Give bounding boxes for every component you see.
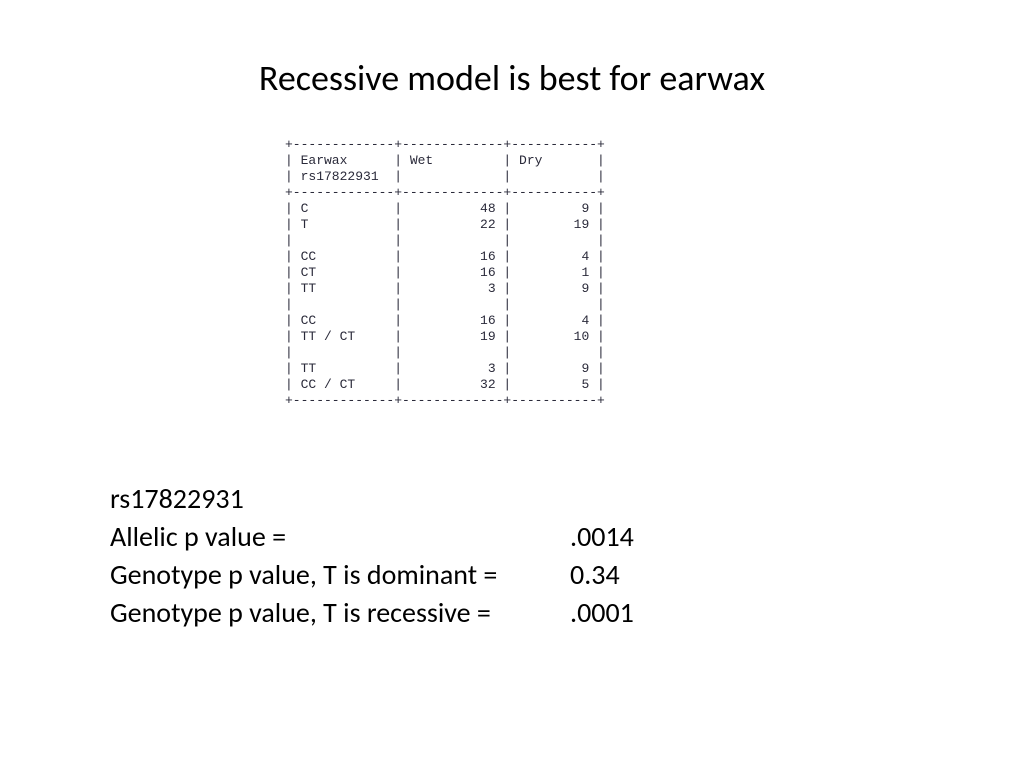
allelic-p-line: Allelic p value = .0014 [110, 518, 670, 556]
ascii-data-table: +-------------+-------------+-----------… [285, 137, 605, 409]
dominant-p-value: 0.34 [570, 556, 670, 594]
slide-title: Recessive model is best for earwax [0, 56, 1024, 100]
dominant-p-label: Genotype p value, T is dominant = [110, 556, 570, 594]
recessive-p-line: Genotype p value, T is recessive = .0001 [110, 594, 670, 632]
results-block: rs17822931 Allelic p value = .0014 Genot… [110, 480, 670, 632]
allelic-p-value: .0014 [570, 518, 670, 556]
slide: Recessive model is best for earwax +----… [0, 0, 1024, 768]
snp-id: rs17822931 [110, 480, 670, 518]
dominant-p-line: Genotype p value, T is dominant = 0.34 [110, 556, 670, 594]
allelic-p-label: Allelic p value = [110, 518, 570, 556]
recessive-p-value: .0001 [570, 594, 670, 632]
recessive-p-label: Genotype p value, T is recessive = [110, 594, 570, 632]
